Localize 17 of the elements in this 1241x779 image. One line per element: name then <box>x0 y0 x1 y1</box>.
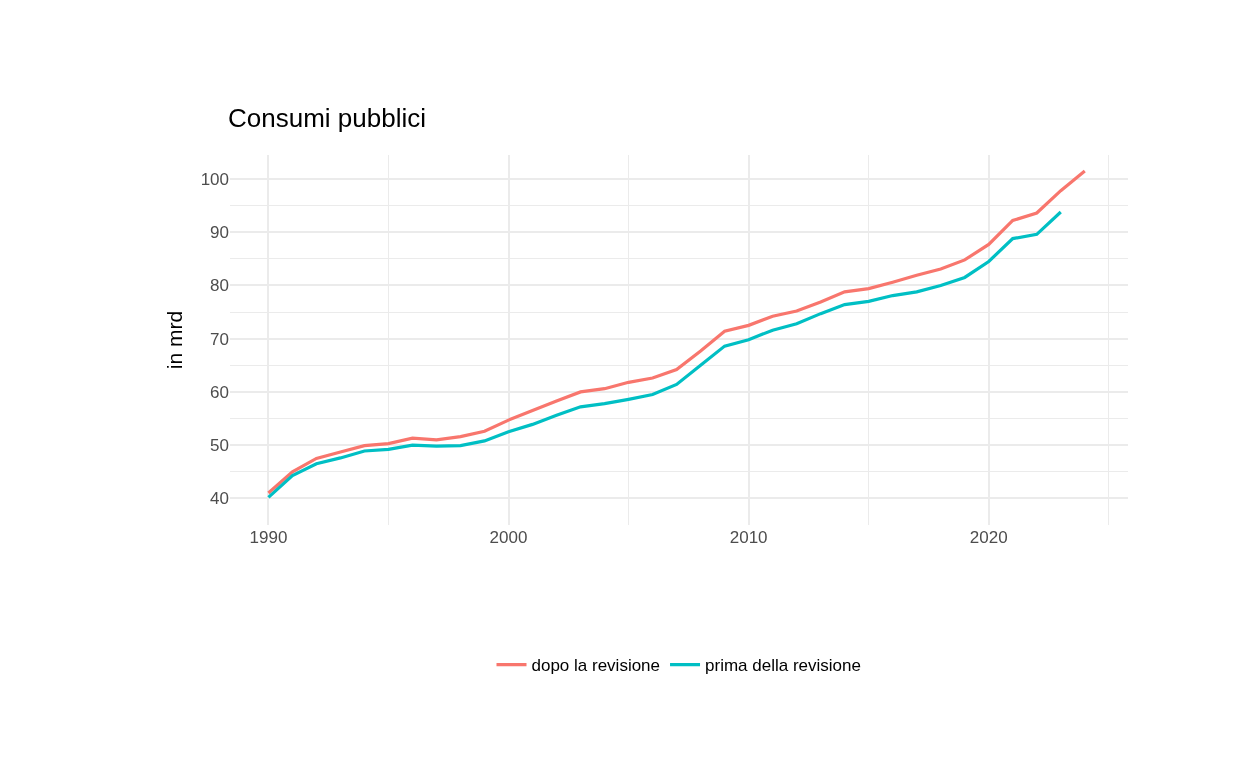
line-series <box>266 169 1087 495</box>
legend-label: dopo la revisione <box>531 656 661 676</box>
y-tick-label: 50 <box>210 436 229 456</box>
chart-title: Consumi pubblici <box>228 103 426 134</box>
legend-label: prima della revisione <box>705 656 861 676</box>
y-tick-label: 90 <box>210 223 229 243</box>
y-tick-label: 70 <box>210 329 229 349</box>
x-tick-label: 2000 <box>489 528 528 547</box>
y-tick-label: 100 <box>200 169 229 189</box>
y-tick-label: 60 <box>210 382 229 402</box>
y-tick-label: 40 <box>210 489 229 509</box>
y-axis-title: in mrd <box>162 310 186 370</box>
x-tick-label: 2010 <box>729 528 768 547</box>
x-tick-label: 1990 <box>249 528 288 547</box>
x-tick-label: 2020 <box>969 528 1008 547</box>
line-series <box>266 210 1063 499</box>
y-tick-label: 80 <box>210 276 229 296</box>
